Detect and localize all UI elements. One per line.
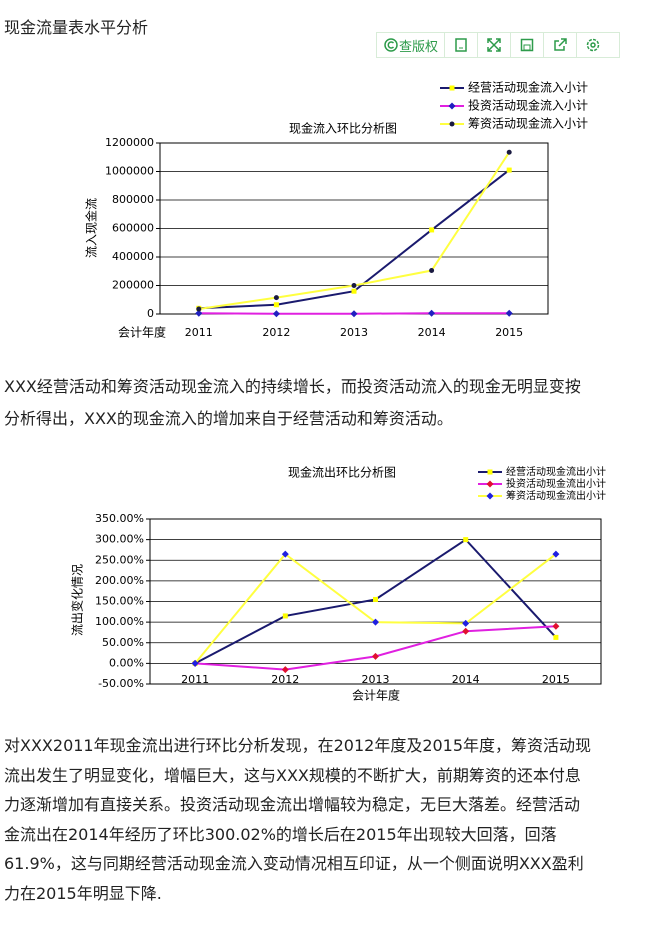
marker (505, 309, 513, 317)
x-tick-label: 2014 (452, 673, 480, 686)
marker (553, 634, 559, 640)
save-button[interactable] (511, 33, 545, 57)
marker (428, 309, 436, 317)
legend-marker (449, 121, 455, 127)
y-tick-label: 1200000 (105, 136, 154, 149)
marker (552, 622, 560, 630)
share-button[interactable] (544, 33, 578, 57)
copyright-label: 查版权 (399, 39, 439, 55)
text-line: 流出发生了明显变化，增幅巨大，这与XXX规模的不断扩大，前期筹资的还本付息 (4, 765, 581, 785)
x-tick-label: 2014 (418, 326, 446, 339)
legend-marker (449, 85, 455, 91)
legend-marker (448, 102, 456, 110)
marker (273, 295, 279, 301)
toolbar: 查版权 (376, 32, 620, 58)
marker (281, 550, 289, 558)
paragraph: XXX经营活动和筹资活动现金流入的持续增长，而投资活动流入的现金无明显变按 分析得… (4, 371, 651, 435)
y-tick-label: 50.00% (102, 636, 144, 649)
text-line: 力逐渐增加有直接关系。投资活动现金流出增幅较为稳定，无巨大落差。经营活动 (4, 795, 581, 814)
text-line: 力在2015年明显下降. (4, 883, 162, 903)
y-tick-label: 200000 (112, 279, 154, 292)
y-axis-label: 流出变化情况 (70, 564, 85, 636)
y-axis-label: 流入现金流 (84, 198, 99, 258)
marker (462, 619, 470, 627)
y-tick-label: 400000 (112, 250, 154, 263)
legend-marker (486, 480, 494, 488)
text-line: XXX经营活动和筹资活动现金流入的持续增长，而投资活动流入的现金无明显变按 (4, 377, 581, 396)
paragraph: 对XXX2011年现金流出进行环比分析发现，在2012年度及2015年度，筹资活… (4, 731, 651, 908)
legend-marker (486, 492, 494, 500)
legend-label: 投资活动现金流入小计 (468, 98, 588, 113)
marker (462, 627, 470, 635)
copyright-button[interactable]: 查版权 (377, 33, 446, 57)
marker (429, 268, 435, 274)
y-tick-label: -50.00% (98, 677, 144, 690)
y-tick-label: 0 (147, 307, 154, 320)
fullscreen-button[interactable] (478, 33, 512, 57)
copyright-icon (384, 38, 398, 52)
x-tick-label: 2015 (542, 673, 570, 686)
marker (372, 618, 379, 626)
marker (506, 149, 512, 155)
text-line: 金流出在2014年经历了环比300.02%的增长后在2015年出现较大回落，回落 (4, 824, 557, 844)
text-line: 对XXX2011年现金流出进行环比分析发现，在2012年度及2015年度，筹资活… (4, 736, 592, 755)
marker (351, 283, 357, 288)
x-tick-label: 2013 (362, 673, 390, 686)
marker (350, 310, 358, 318)
text-line: 61.9%，这与同期经营活动现金流入变动情况相互印证，从一个侧面说明XXX盈利 (4, 854, 584, 873)
y-tick-label: 100.00% (95, 615, 144, 628)
marker (195, 309, 203, 317)
copy-button[interactable] (445, 33, 479, 57)
legend-marker (487, 469, 493, 475)
x-axis-label: 会计年度 (118, 325, 166, 340)
marker (463, 537, 469, 543)
marker (429, 227, 435, 233)
marker (506, 167, 512, 173)
marker (552, 550, 560, 558)
text-line: 分析得出，XXX的现金流入的增加来自于经营活动和筹资活动。 (4, 409, 453, 428)
chart-title: 现金流入环比分析图 (289, 121, 397, 136)
series-line (194, 552, 557, 665)
legend-label: 经营活动现金流出小计 (506, 465, 606, 478)
legend-label: 筹资活动现金流入小计 (468, 116, 588, 131)
chart-title: 现金流出环比分析图 (288, 465, 396, 480)
y-tick-label: 800000 (112, 193, 154, 206)
marker (273, 302, 279, 308)
page-title: 现金流量表水平分析 (4, 18, 149, 37)
legend-label: 筹资活动现金流出小计 (506, 489, 606, 502)
y-tick-label: 600000 (112, 222, 154, 235)
marker (372, 652, 379, 660)
y-tick-label: 200.00% (95, 574, 144, 587)
y-tick-label: 250.00% (95, 553, 144, 566)
x-tick-label: 2015 (495, 326, 523, 339)
x-tick-label: 2011 (185, 326, 213, 339)
x-tick-label: 2012 (271, 673, 299, 686)
y-tick-label: 300.00% (95, 533, 144, 546)
x-tick-label: 2013 (340, 326, 368, 339)
marker (191, 659, 199, 667)
x-tick-label: 2012 (262, 326, 290, 339)
settings-button[interactable] (577, 33, 609, 57)
legend-label: 投资活动现金流出小计 (506, 477, 606, 490)
marker (272, 310, 280, 318)
marker (196, 306, 202, 312)
x-tick-label: 2011 (181, 673, 209, 686)
marker (373, 596, 378, 602)
y-tick-label: 1000000 (105, 165, 154, 178)
marker (282, 613, 288, 619)
y-tick-label: 150.00% (95, 595, 144, 608)
legend-label: 经营活动现金流入小计 (468, 80, 588, 95)
marker (351, 288, 357, 294)
marker (281, 666, 289, 674)
y-tick-label: 350.00% (95, 512, 144, 525)
y-tick-label: 0.00% (109, 656, 144, 669)
x-axis-label: 会计年度 (352, 688, 400, 703)
